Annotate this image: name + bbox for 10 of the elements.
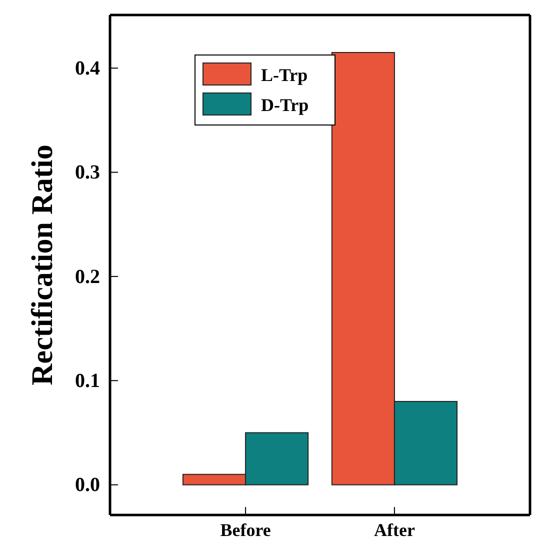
y-tick-label: 0.3 xyxy=(75,162,100,184)
y-axis-title: Rectification Ratio xyxy=(26,144,59,386)
y-tick-label: 0.4 xyxy=(75,58,100,80)
y-tick-label: 0.1 xyxy=(75,370,100,392)
y-tick-label: 0.0 xyxy=(75,474,100,496)
y-tick-label: 0.2 xyxy=(75,266,100,288)
x-tick-label: Before xyxy=(220,520,271,538)
x-tick-label: After xyxy=(374,520,415,538)
legend-label: D-Trp xyxy=(261,95,309,115)
legend-label: L-Trp xyxy=(261,65,308,85)
